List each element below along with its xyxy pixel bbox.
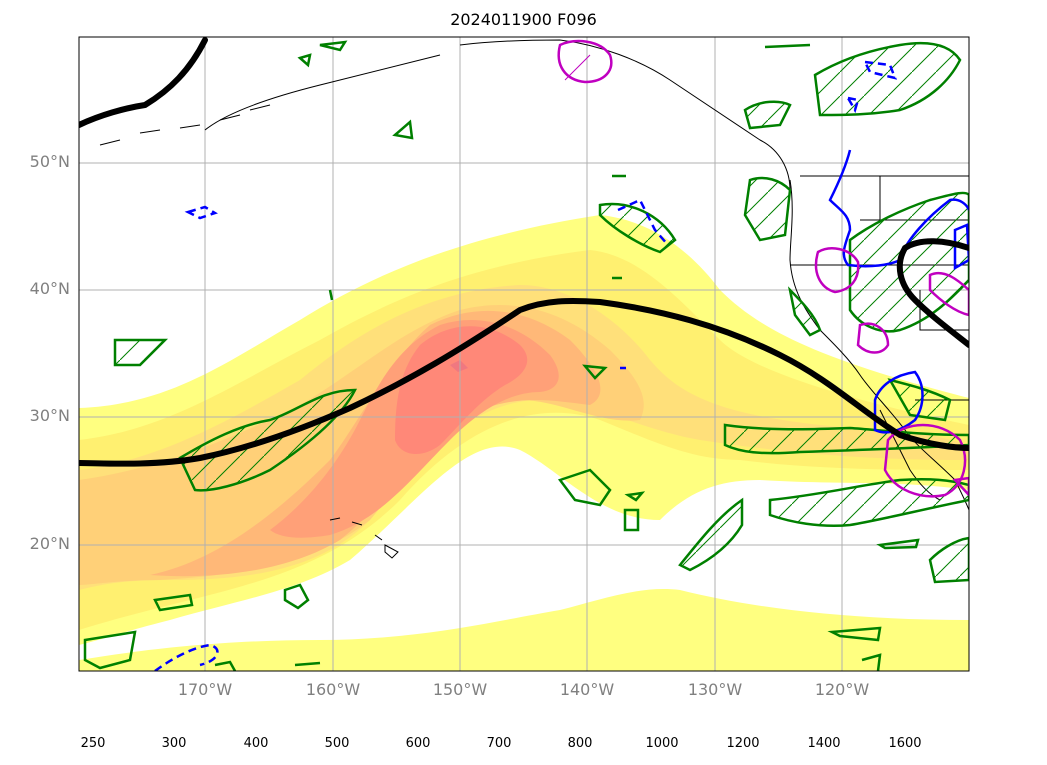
- lon-label-160w: 160°W: [305, 680, 361, 699]
- ivt-1000: [450, 360, 468, 372]
- lat-label-50: 50°N: [29, 152, 70, 171]
- colorbar-label-250: 250: [80, 736, 106, 751]
- lon-label-170w: 170°W: [177, 680, 233, 699]
- colorbar-label-1600: 1600: [888, 736, 922, 751]
- alaska-coast: [204, 39, 791, 191]
- lon-label-140w: 140°W: [559, 680, 615, 699]
- colorbar-label-500: 500: [324, 736, 350, 751]
- ivt-800: [395, 326, 528, 455]
- colorbar-label-1200: 1200: [726, 736, 760, 751]
- magenta-contours: [557, 39, 969, 498]
- colorbar-label-1000: 1000: [645, 736, 679, 751]
- lat-label-20: 20°N: [29, 534, 70, 553]
- map-canvas: [78, 36, 970, 672]
- colorbar-label-700: 700: [486, 736, 512, 751]
- lat-label-40: 40°N: [29, 279, 70, 298]
- colorbar-label-300: 300: [161, 736, 187, 751]
- colorbar-label-600: 600: [405, 736, 431, 751]
- colorbar-label-400: 400: [243, 736, 269, 751]
- green-contours: [83, 40, 920, 671]
- green-hatched-contours: [113, 41, 969, 584]
- hawaii: [329, 517, 399, 559]
- jet-stream: [79, 37, 969, 467]
- lon-label-130w: 130°W: [687, 680, 743, 699]
- gridlines: [79, 37, 969, 671]
- ivt-shading: [79, 215, 969, 671]
- map-title: 2024011900 F096: [450, 10, 597, 29]
- lon-label-120w: 120°W: [814, 680, 870, 699]
- colorbar-label-1400: 1400: [807, 736, 841, 751]
- lat-label-30: 30°N: [29, 406, 70, 425]
- map-frame: [78, 36, 970, 672]
- lon-label-150w: 150°W: [432, 680, 488, 699]
- ivt-250-south: [79, 589, 969, 671]
- aleutians: [99, 104, 271, 146]
- colorbar-label-800: 800: [567, 736, 593, 751]
- blue-contours: [154, 60, 969, 671]
